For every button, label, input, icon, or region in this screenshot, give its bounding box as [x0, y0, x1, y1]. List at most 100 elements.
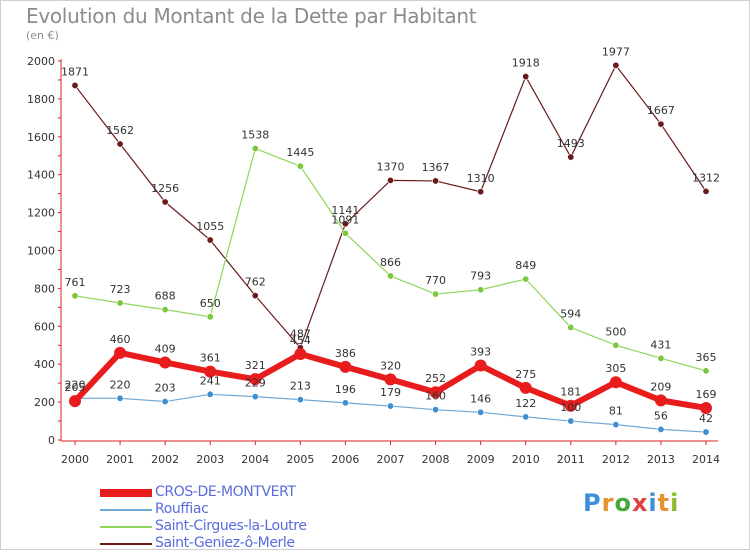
data-point [251, 292, 259, 300]
data-label: 122 [515, 397, 536, 410]
legend-item-cros-de-montvert: CROS-DE-MONTVERT [100, 484, 420, 501]
data-point [702, 367, 710, 375]
data-label: 81 [609, 405, 623, 418]
y-tick-label: 1800 [27, 93, 55, 106]
y-tick-label: 1200 [27, 207, 55, 220]
logo-letter: i [670, 489, 680, 517]
data-point [609, 376, 622, 389]
data-point [116, 299, 124, 307]
data-label: 454 [290, 334, 311, 347]
data-point [657, 120, 665, 128]
data-label: 229 [245, 377, 266, 390]
x-tick-label: 2012 [602, 453, 630, 466]
data-point [159, 356, 172, 369]
legend-item-rouffiac: Rouffiac [100, 501, 420, 518]
data-label: 179 [380, 386, 401, 399]
data-point [294, 347, 307, 360]
data-point [429, 386, 442, 399]
data-point [339, 360, 352, 373]
logo-letter: x [631, 489, 649, 517]
y-tick-label: 1400 [27, 169, 55, 182]
data-point [654, 394, 667, 407]
data-label: 1538 [241, 129, 269, 142]
data-point [386, 176, 394, 184]
data-label: 146 [470, 392, 491, 405]
x-tick-label: 2007 [377, 453, 405, 466]
data-point [477, 408, 485, 416]
legend-item-saint-cirgues-la-loutre: Saint-Cirgues-la-Loutre [100, 518, 420, 535]
data-label: 42 [699, 412, 713, 425]
legend-swatch [100, 543, 152, 545]
data-label: 1310 [467, 172, 495, 185]
data-point [161, 198, 169, 206]
logo-letter: o [614, 489, 632, 517]
x-tick-label: 2009 [467, 453, 495, 466]
data-point [657, 425, 665, 433]
data-point [477, 286, 485, 294]
x-tick-label: 2008 [422, 453, 450, 466]
data-label: 1918 [512, 57, 540, 70]
data-label: 770 [425, 274, 446, 287]
data-point [474, 359, 487, 372]
data-point [702, 428, 710, 436]
data-label: 275 [515, 368, 536, 381]
data-point [161, 398, 169, 406]
data-label: 1445 [286, 146, 314, 159]
y-tick-label: 800 [34, 282, 55, 295]
data-point [386, 402, 394, 410]
data-point [700, 401, 712, 414]
data-label: 487 [290, 328, 311, 341]
legend-label: Rouffiac [155, 501, 209, 517]
x-tick-label: 2010 [512, 453, 540, 466]
proxiti-logo: Proxiti [583, 489, 679, 517]
data-point [522, 413, 530, 421]
data-point [114, 346, 127, 359]
data-point [296, 396, 304, 404]
data-point [69, 395, 81, 408]
data-point [71, 292, 79, 300]
data-point [206, 236, 214, 244]
data-label: 220 [65, 378, 86, 391]
data-point [657, 354, 665, 362]
data-label: 1977 [602, 45, 630, 58]
data-point [341, 229, 349, 237]
data-point [204, 365, 217, 378]
x-tick-label: 2000 [61, 453, 89, 466]
data-label: 220 [110, 378, 131, 391]
logo-letter: r [601, 489, 615, 517]
logo-letter: i [648, 489, 658, 517]
data-point [432, 177, 440, 185]
data-label: 793 [470, 270, 491, 283]
x-tick-label: 2002 [151, 453, 179, 466]
y-tick-label: 2000 [27, 55, 55, 68]
data-label: 1871 [61, 65, 89, 78]
data-point [612, 341, 620, 349]
x-tick-label: 2004 [241, 453, 269, 466]
logo-letter: t [657, 489, 671, 517]
data-label: 252 [425, 372, 446, 385]
data-label: 320 [380, 359, 401, 372]
data-label: 723 [110, 283, 131, 296]
data-label: 409 [155, 342, 176, 355]
data-point [206, 313, 214, 321]
series-line [74, 64, 707, 349]
data-label: 160 [425, 390, 446, 403]
data-point [477, 188, 485, 196]
data-point [567, 153, 575, 161]
data-label: 1055 [196, 220, 224, 233]
logo-letter: P [583, 489, 602, 517]
data-point [161, 306, 169, 314]
data-label: 1312 [692, 171, 720, 184]
data-point [341, 220, 349, 228]
data-point [702, 187, 710, 195]
legend-label: Saint-Cirgues-la-Loutre [155, 518, 307, 534]
legend-item-saint-geniez-o-merle: Saint-Geniez-ô-Merle [100, 535, 420, 552]
data-label: 213 [290, 380, 311, 393]
y-tick-label: 1600 [27, 131, 55, 144]
data-point [296, 162, 304, 170]
chart-unit: (en €) [26, 29, 59, 42]
data-label: 1141 [331, 204, 359, 217]
data-label: 365 [696, 351, 717, 364]
x-tick-label: 2001 [106, 453, 134, 466]
data-label: 431 [650, 338, 671, 351]
